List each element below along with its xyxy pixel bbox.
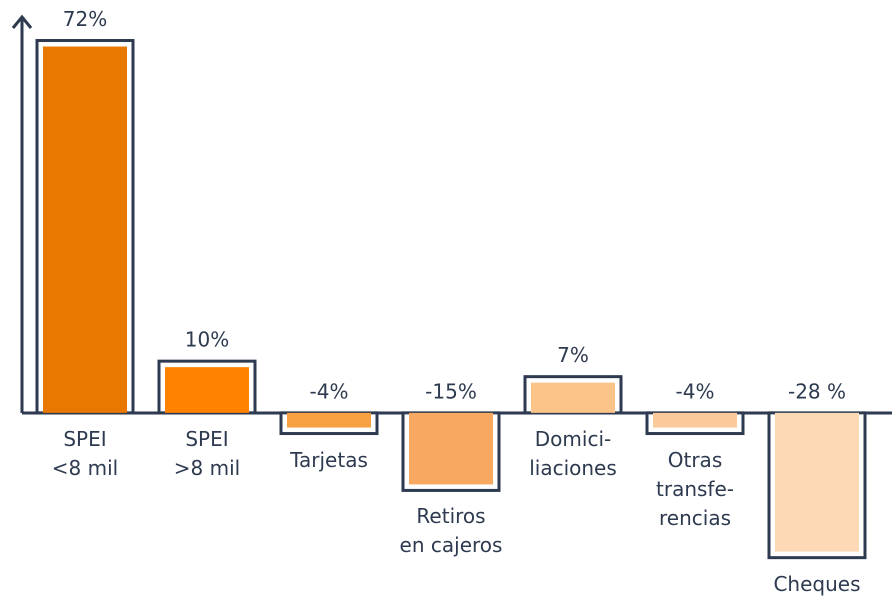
bar <box>43 46 127 413</box>
category-label: SPEI >8 mil <box>173 426 241 480</box>
value-label: -4% <box>310 379 349 403</box>
category-label: Tarjetas <box>290 447 368 472</box>
value-label: 72% <box>63 7 107 31</box>
category-label: SPEI <8 mil <box>51 426 119 480</box>
value-label: 10% <box>185 328 229 352</box>
bar <box>653 412 737 428</box>
category-label: Domici- liaciones <box>529 426 617 480</box>
bar <box>165 367 249 413</box>
bar <box>409 412 493 485</box>
y-axis-arrow <box>11 14 33 29</box>
value-label: -28 % <box>788 379 846 403</box>
bar <box>531 382 615 413</box>
value-label: 7% <box>557 343 589 367</box>
bar <box>775 412 859 552</box>
bar <box>287 412 371 428</box>
category-label: Otras transfe- rencias <box>656 447 734 530</box>
value-label: -4% <box>676 379 715 403</box>
value-label: -15% <box>425 379 477 403</box>
category-label: Cheques <box>773 571 861 596</box>
category-label: Retiros en cajeros <box>399 504 503 558</box>
